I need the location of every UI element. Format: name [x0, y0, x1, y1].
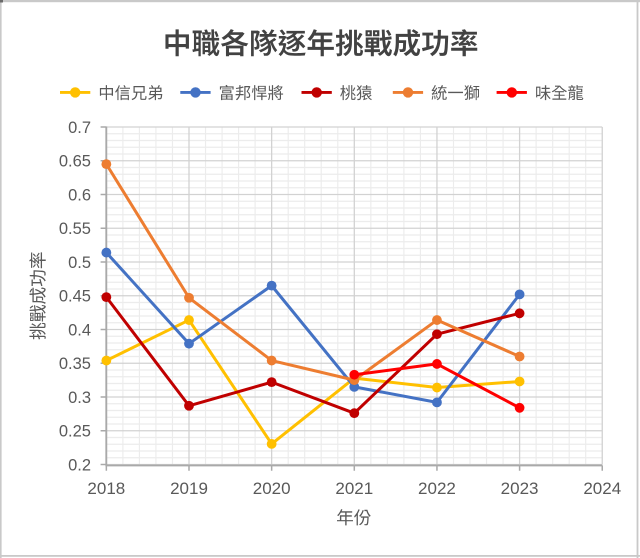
svg-text:0.3: 0.3	[68, 389, 91, 407]
svg-text:0.45: 0.45	[59, 288, 91, 306]
svg-text:2024: 2024	[583, 479, 621, 498]
svg-text:0.25: 0.25	[59, 423, 91, 441]
svg-text:2022: 2022	[418, 479, 456, 498]
svg-text:0.65: 0.65	[59, 153, 91, 171]
svg-text:2019: 2019	[170, 479, 208, 498]
svg-text:2018: 2018	[87, 479, 125, 498]
svg-text:0.35: 0.35	[59, 355, 91, 373]
svg-text:2023: 2023	[501, 479, 539, 498]
svg-text:0.5: 0.5	[68, 254, 91, 272]
svg-text:0.2: 0.2	[68, 456, 91, 474]
svg-text:0.6: 0.6	[68, 186, 91, 204]
svg-text:2021: 2021	[335, 479, 373, 498]
svg-text:2020: 2020	[253, 479, 291, 498]
svg-text:0.4: 0.4	[68, 321, 91, 339]
svg-text:0.55: 0.55	[59, 220, 91, 238]
svg-text:0.7: 0.7	[68, 119, 91, 137]
